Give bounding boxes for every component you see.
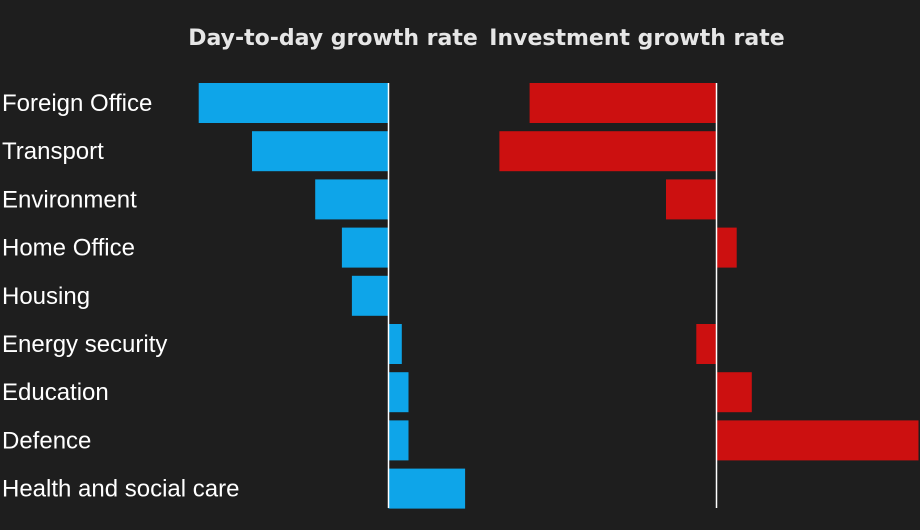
day-to-day-bar — [388, 324, 402, 364]
category-labels: Foreign Office Transport Environment Home O… — [2, 90, 239, 503]
day-to-day-bar — [388, 420, 409, 461]
category-label: Energy security — [2, 331, 167, 358]
day-to-day-bar — [341, 227, 389, 268]
category-label: Health and social care — [2, 476, 239, 503]
investment-bar — [666, 179, 717, 220]
day-to-day-bar — [252, 131, 389, 172]
day-to-day-bar — [315, 179, 389, 220]
investment-bar — [529, 83, 717, 123]
category-label: Transport — [2, 138, 104, 165]
investment-bar — [499, 131, 717, 172]
day-to-day-bar — [351, 275, 389, 316]
investment-panel-title: Investment growth rate — [489, 26, 784, 51]
category-label: Home Office — [2, 235, 135, 262]
investment-bar — [716, 227, 737, 268]
category-label: Education — [2, 379, 109, 406]
investment-bar — [696, 324, 717, 364]
investment-panel: Investment growth rate — [489, 26, 919, 508]
category-label: Environment — [2, 186, 137, 213]
day-to-day-panel: Day-to-day growth rate — [188, 26, 478, 509]
day-to-day-panel-title: Day-to-day growth rate — [188, 26, 478, 51]
day-to-day-bar — [388, 468, 466, 509]
day-to-day-bar — [388, 372, 409, 413]
investment-bar — [716, 372, 752, 413]
category-label: Housing — [2, 283, 90, 310]
day-to-day-bar — [198, 83, 389, 123]
category-label: Foreign Office — [2, 90, 152, 117]
investment-bar — [716, 420, 919, 461]
category-label: Defence — [2, 427, 91, 454]
